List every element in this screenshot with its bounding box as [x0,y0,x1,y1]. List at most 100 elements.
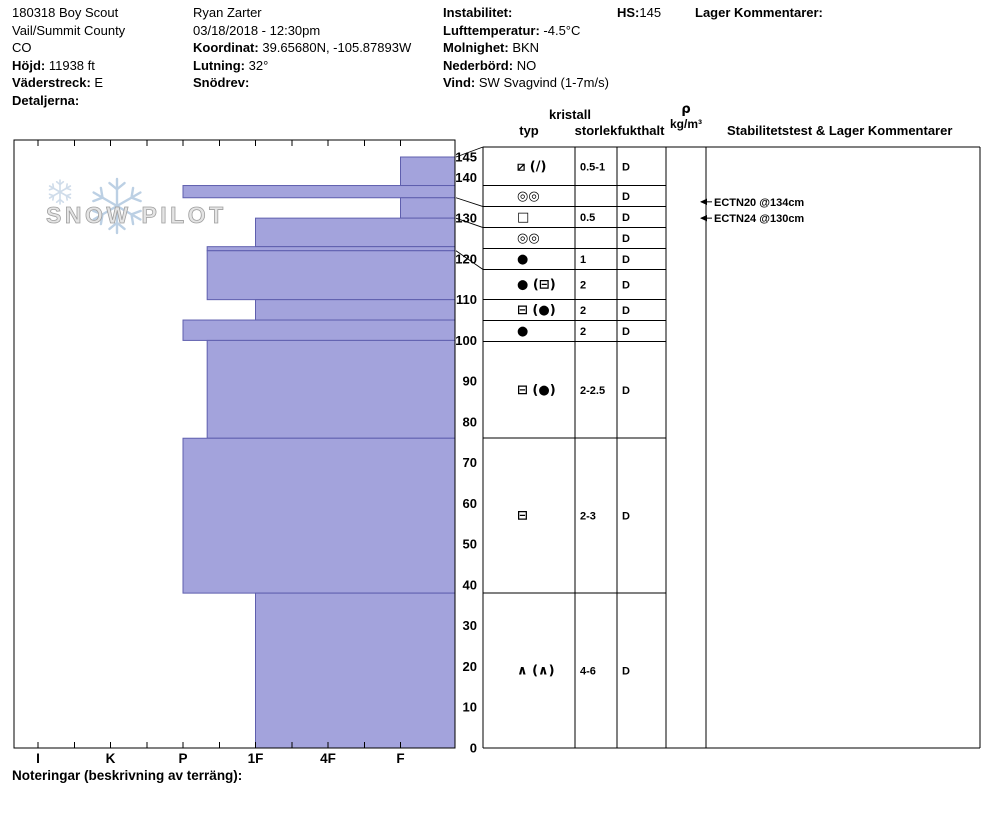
depth-tick-label: 110 [456,292,477,307]
layer-bar [255,592,456,749]
grain-type: ⊟ [517,509,528,524]
moisture: D [622,191,630,203]
moisture: D [622,511,630,523]
aspect-value: E [94,75,104,91]
header-hs-col: HS:145 [617,4,661,22]
elevation-line: Höjd: 11938 ft [12,57,125,75]
sky-label: Molnighet: [443,40,509,56]
observer-name: Ryan Zarter [193,5,262,20]
depth-tick-label: 0 [470,741,477,756]
grain-size: 0.5-1 [580,161,605,173]
aspect-label: Väderstreck: [12,75,91,91]
coordinates-label: Koordinat: [193,40,259,56]
moisture: D [622,326,630,338]
moisture: D [622,666,630,678]
snowpilot-logo: SNOW PILOT [46,177,224,235]
grain-type: ∧ (∧) [517,664,555,679]
wind-line: Vind: SW Svagvind (1-7m/s) [443,74,609,92]
pit-region: Vail/Summit County [12,22,126,38]
coordinates-line: Koordinat: 39.65680N, -105.87893W [193,39,411,57]
observation-datetime: 03/18/2018 - 12:30pm [193,22,321,38]
pit-state: CO [12,40,32,56]
grain-type: ◎◎ [517,231,540,246]
grain-size: 2 [580,326,586,338]
snowflake-icon [92,177,142,235]
moisture: D [622,280,630,292]
drifting-line: Snödrev: [193,74,411,92]
airtemp-label: Lufttemperatur: [443,22,540,38]
moisture: D [622,305,630,317]
depth-tick-label: 70 [463,455,477,470]
layer-bar [182,319,456,341]
header-density-rho: ρ [681,102,690,117]
grain-type: ⊟ (●) [517,303,556,318]
moisture: D [622,212,630,224]
header-density-unit: kg/m³ [670,117,702,131]
layer-bar [255,217,456,248]
precip-line: Nederbörd: NO [443,57,609,75]
depth-tick-label: 60 [463,496,477,511]
depth-tick-label: 20 [463,659,477,674]
grain-type: ● [517,324,528,339]
precip-value: NO [516,57,537,73]
hardness-tick-label: P [178,751,187,766]
sky-line: Molnighet: BKN [443,39,609,57]
moisture: D [622,385,630,397]
grain-size: 2-3 [580,511,596,523]
grain-size: 0.5 [580,212,595,224]
header-stability: Stabilitetstest & Lager Kommentarer [727,123,952,138]
depth-axis-labels: 0 10 20 30 40 50 60 70 80 90 100 110 120 130 140 145 [455,150,477,756]
layer-bar [400,197,456,219]
layer-bar [255,299,456,321]
grain-size: 4-6 [580,666,596,678]
airtemp-value: -4.5°C [543,22,581,38]
grain-size: 2-2.5 [580,385,605,397]
snowflake-icon [48,179,72,205]
depth-tick-label: 100 [455,333,477,348]
header-layercomments-col: Lager Kommentarer: [695,4,823,22]
moisture: D [622,233,630,245]
slope-label: Lutning: [193,57,245,73]
sky-value: BKN [512,40,540,56]
depth-tick-label: 10 [463,700,477,715]
header-kristall: kristall [549,107,591,122]
layer-comments-line: Lager Kommentarer: [695,4,823,22]
airtemp-line: Lufttemperatur: -4.5°C [443,22,609,40]
plot-frame [13,139,456,749]
left-arrow-icon [700,198,707,206]
hs-line: HS:145 [617,4,661,22]
depth-tick-label: 145 [455,150,477,165]
hardness-tick-label: 1F [248,751,264,766]
depth-tick-label: 40 [463,577,477,592]
header-observer-col: Ryan Zarter 03/18/2018 - 12:30pm Koordin… [193,4,411,92]
table-headers: kristall typ storlek fukthalt ρkg/m³ Stabilit… [519,102,952,138]
hardness-tick-label: I [36,751,40,766]
layer-bar [206,339,456,439]
grain-size: 2 [580,280,586,292]
depth-tick-label: 30 [463,618,477,633]
aspect-line: Väderstreck: E [12,74,125,92]
row-connectors [455,146,484,270]
layer-comments-label: Lager Kommentarer: [695,5,823,20]
header-storlek: storlek [575,123,618,138]
header-fukthalt: fukthalt [618,123,666,138]
slope-line: Lutning: 32° [193,57,411,75]
slope-value: 32° [248,57,269,73]
hardness-axis-labels: I K P 1F 4F F [36,751,405,766]
hardness-bars [182,156,456,749]
test-label: ECTN24 @130cm [714,213,804,225]
left-arrow-icon [700,214,707,222]
grain-type: ● [517,252,528,267]
grain-type: ◎◎ [517,189,540,204]
wind-label: Vind: [443,75,476,91]
drifting-label: Snödrev: [193,75,250,91]
instability-line: Instabilitet: [443,4,609,22]
instability-label: Instabilitet: [443,5,513,20]
grain-type: ● (⊟) [517,278,556,293]
hardness-tick-label: K [106,751,116,766]
header-typ: typ [519,123,539,138]
precip-label: Nederbörd: [443,57,514,73]
details-line: Detaljerna: [12,92,125,110]
moisture: D [622,161,630,173]
